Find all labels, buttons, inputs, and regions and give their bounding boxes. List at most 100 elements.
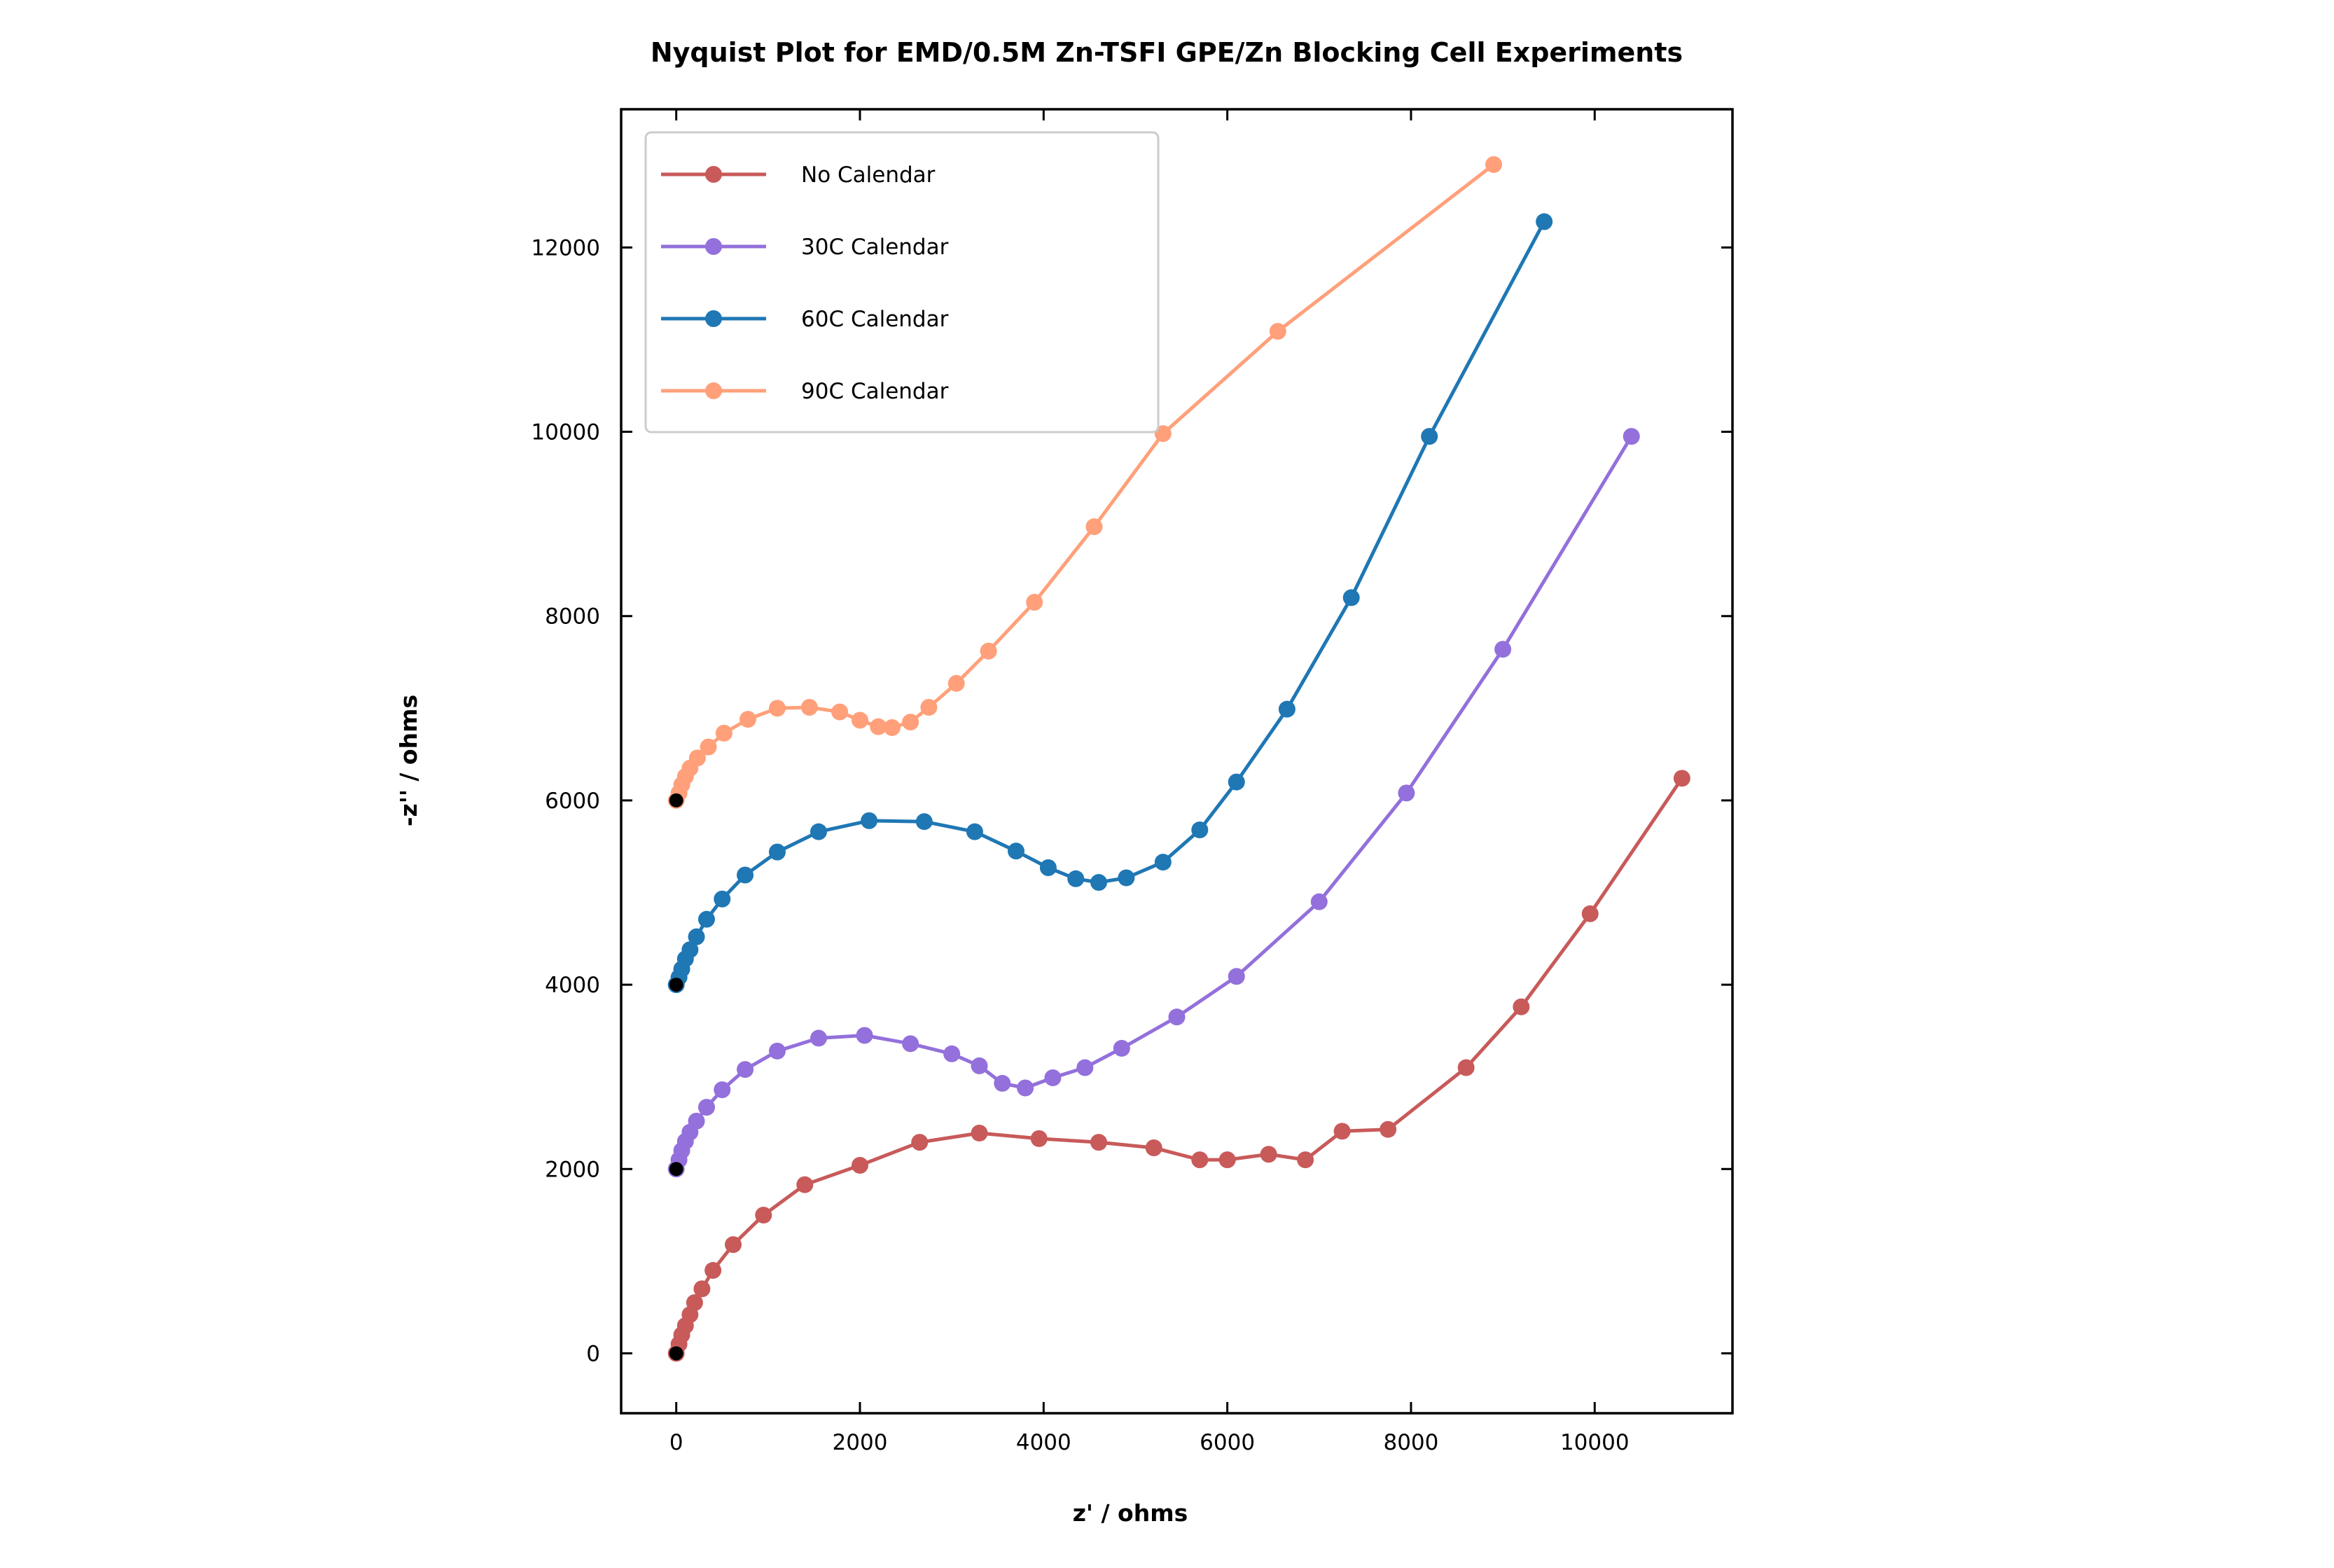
data-point xyxy=(943,1045,961,1062)
legend-entry: 60C Calendar xyxy=(661,307,949,332)
data-point xyxy=(1030,1130,1048,1147)
data-point xyxy=(796,1176,814,1193)
start-point-marker xyxy=(669,1346,683,1361)
series-line xyxy=(674,777,1683,1354)
data-point xyxy=(1513,998,1530,1015)
data-point xyxy=(1067,870,1085,887)
series-4 xyxy=(667,155,1502,809)
data-point xyxy=(725,1236,742,1254)
data-point xyxy=(1168,1008,1186,1026)
x-tick-label: 2000 xyxy=(833,1430,888,1455)
data-point xyxy=(693,1280,711,1298)
data-point xyxy=(800,699,818,716)
data-point xyxy=(1380,1121,1397,1138)
data-point xyxy=(831,703,849,721)
data-point xyxy=(1154,425,1172,443)
data-point xyxy=(1421,428,1438,445)
data-point xyxy=(1191,1151,1209,1169)
x-tick-label: 6000 xyxy=(1200,1430,1255,1455)
legend-entry: 30C Calendar xyxy=(661,235,949,260)
y-tick-label: 10000 xyxy=(531,420,600,445)
axis-ticks: 0 2000 4000 6000 8000 10000 0 2000 4000 6000 8000 1… xyxy=(531,109,1732,1455)
data-point xyxy=(1623,428,1640,445)
y-tick-label: 4000 xyxy=(545,973,600,998)
data-point xyxy=(1485,155,1502,173)
legend-label: 90C Calendar xyxy=(801,379,949,404)
data-point xyxy=(768,1042,786,1060)
data-point xyxy=(994,1074,1011,1092)
legend-label: No Calendar xyxy=(801,162,936,188)
data-point xyxy=(700,738,717,756)
data-point xyxy=(1333,1123,1351,1140)
series-1 xyxy=(667,770,1690,1362)
data-point xyxy=(1076,1059,1094,1076)
legend-marker xyxy=(705,382,722,399)
data-point xyxy=(1398,784,1415,802)
data-point xyxy=(715,724,732,742)
data-point xyxy=(714,890,731,908)
plot-series xyxy=(667,155,1690,1362)
data-point xyxy=(704,1262,722,1279)
data-point xyxy=(810,1029,827,1047)
x-tick-label: 10000 xyxy=(1560,1430,1630,1455)
data-point xyxy=(1154,854,1172,871)
data-point xyxy=(1026,594,1043,611)
data-point xyxy=(755,1207,772,1224)
data-point xyxy=(966,823,983,840)
data-point xyxy=(688,1112,705,1130)
data-point xyxy=(1342,589,1360,606)
data-point xyxy=(1228,968,1245,985)
data-point xyxy=(714,1081,731,1099)
x-tick-label: 8000 xyxy=(1383,1430,1438,1455)
data-point xyxy=(902,1035,919,1053)
data-point xyxy=(1017,1079,1034,1097)
x-tick-label: 0 xyxy=(669,1430,683,1455)
data-point xyxy=(737,1061,754,1078)
start-point-marker xyxy=(669,793,683,807)
data-point xyxy=(688,749,706,767)
data-point xyxy=(697,910,715,928)
data-point xyxy=(1260,1146,1277,1163)
data-point xyxy=(681,941,699,959)
data-point xyxy=(1536,213,1553,230)
data-point xyxy=(686,1294,703,1312)
series-2 xyxy=(667,428,1640,1178)
data-point xyxy=(1118,869,1135,887)
data-point xyxy=(1090,1134,1108,1151)
data-point xyxy=(1039,859,1057,876)
chart-title: Nyquist Plot for EMD/0.5M Zn-TSFI GPE/Zn… xyxy=(651,37,1683,68)
data-point xyxy=(1581,905,1599,922)
y-tick-label: 2000 xyxy=(545,1157,600,1182)
data-point xyxy=(1145,1139,1162,1157)
data-point xyxy=(739,711,756,728)
data-point xyxy=(810,823,827,840)
data-point xyxy=(852,1157,869,1174)
data-point xyxy=(1310,893,1328,910)
x-tick-label: 4000 xyxy=(1016,1430,1071,1455)
y-tick-label: 12000 xyxy=(531,235,600,261)
data-point xyxy=(971,1124,988,1142)
data-point xyxy=(1278,700,1295,718)
legend-marker xyxy=(705,310,722,327)
data-point xyxy=(1297,1151,1314,1169)
legend-label: 60C Calendar xyxy=(801,307,949,332)
data-point xyxy=(1218,1151,1236,1169)
legend-box xyxy=(644,131,1160,433)
legend-label: 30C Calendar xyxy=(801,235,949,260)
data-point xyxy=(688,928,705,945)
y-tick-label: 0 xyxy=(586,1341,600,1366)
y-tick-label: 6000 xyxy=(545,789,600,814)
data-point xyxy=(1494,641,1512,658)
data-point xyxy=(1457,1059,1475,1076)
legend-marker xyxy=(705,238,722,255)
data-point xyxy=(947,674,965,692)
plot-frame xyxy=(620,108,1734,1415)
start-point-marker xyxy=(669,1162,683,1177)
y-tick-label: 8000 xyxy=(545,604,600,630)
x-axis-label: z' / ohms xyxy=(1073,1499,1188,1527)
data-point xyxy=(1191,821,1209,839)
data-point xyxy=(870,718,887,735)
data-point xyxy=(1269,323,1286,340)
data-point xyxy=(980,642,997,660)
